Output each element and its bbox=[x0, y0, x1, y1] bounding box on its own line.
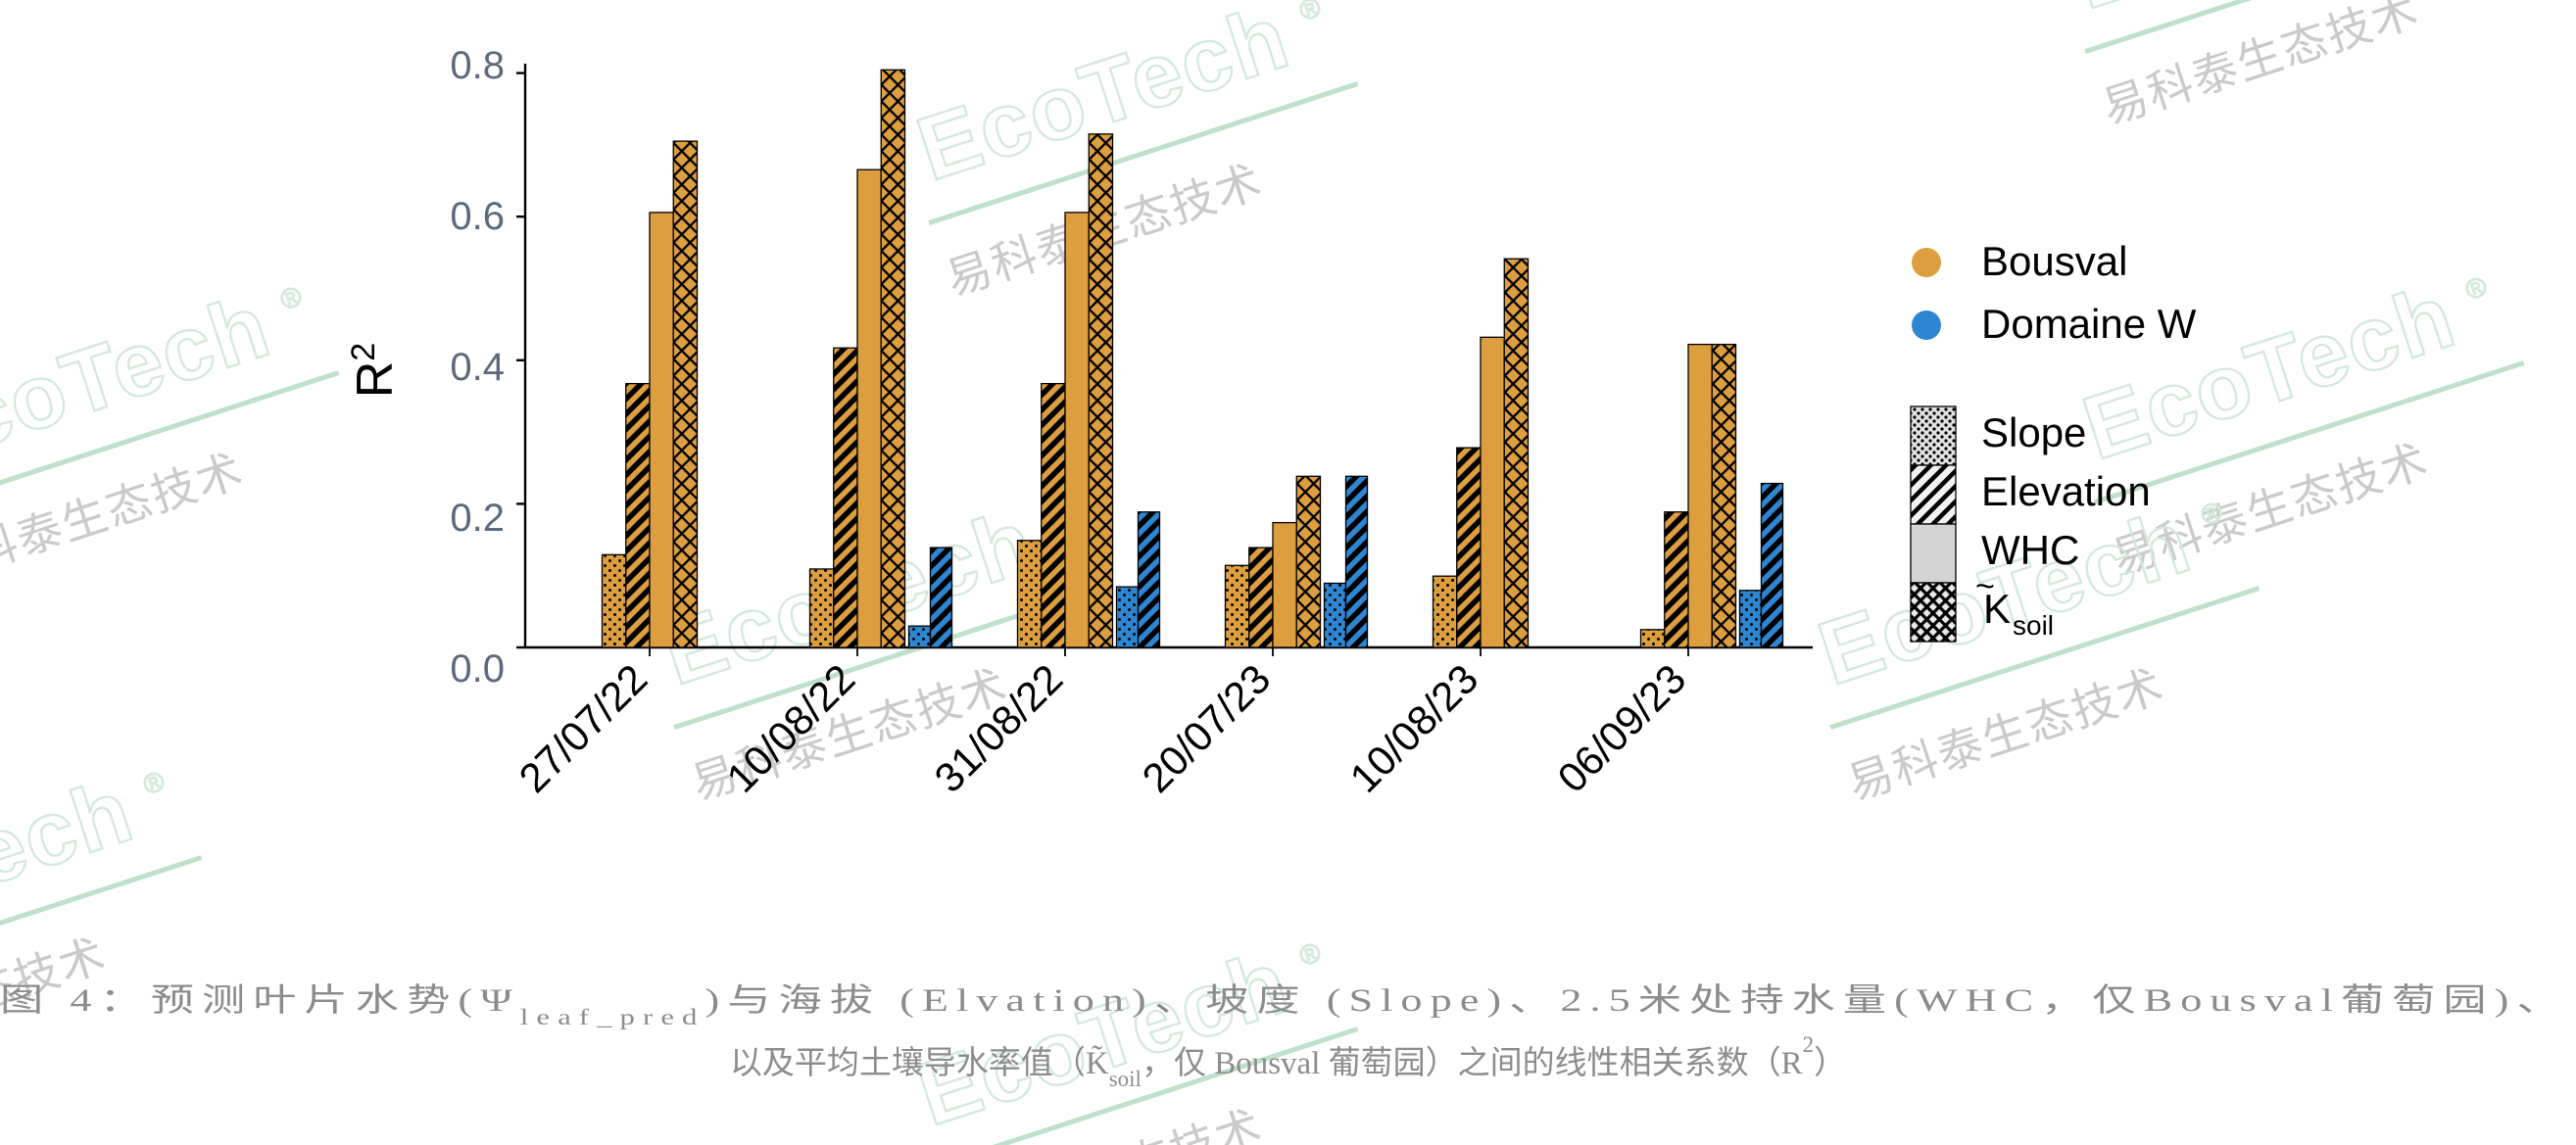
svg-text:0.4: 0.4 bbox=[450, 346, 505, 389]
svg-text:soil: soil bbox=[2013, 610, 2054, 641]
svg-text:0.6: 0.6 bbox=[450, 195, 505, 238]
svg-text:0.0: 0.0 bbox=[450, 647, 505, 691]
svg-text:06/09/23: 06/09/23 bbox=[1549, 655, 1695, 801]
svg-text:27/07/22: 27/07/22 bbox=[510, 655, 656, 801]
svg-text:WHC: WHC bbox=[1981, 527, 2079, 573]
svg-text:Elevation: Elevation bbox=[1981, 468, 2151, 514]
svg-text:0.8: 0.8 bbox=[450, 44, 505, 87]
svg-text:R2: R2 bbox=[345, 343, 404, 398]
svg-text:20/07/23: 20/07/23 bbox=[1134, 655, 1280, 801]
svg-text:31/08/22: 31/08/22 bbox=[926, 655, 1072, 801]
svg-text:10/08/23: 10/08/23 bbox=[1341, 655, 1487, 801]
svg-text:Slope: Slope bbox=[1981, 409, 2086, 455]
svg-text:10/08/22: 10/08/22 bbox=[718, 655, 864, 801]
svg-text:Domaine W: Domaine W bbox=[1981, 301, 2197, 347]
svg-text:~: ~ bbox=[1975, 568, 1995, 605]
svg-text:0.2: 0.2 bbox=[450, 497, 505, 540]
svg-text:Bousval: Bousval bbox=[1981, 238, 2127, 284]
